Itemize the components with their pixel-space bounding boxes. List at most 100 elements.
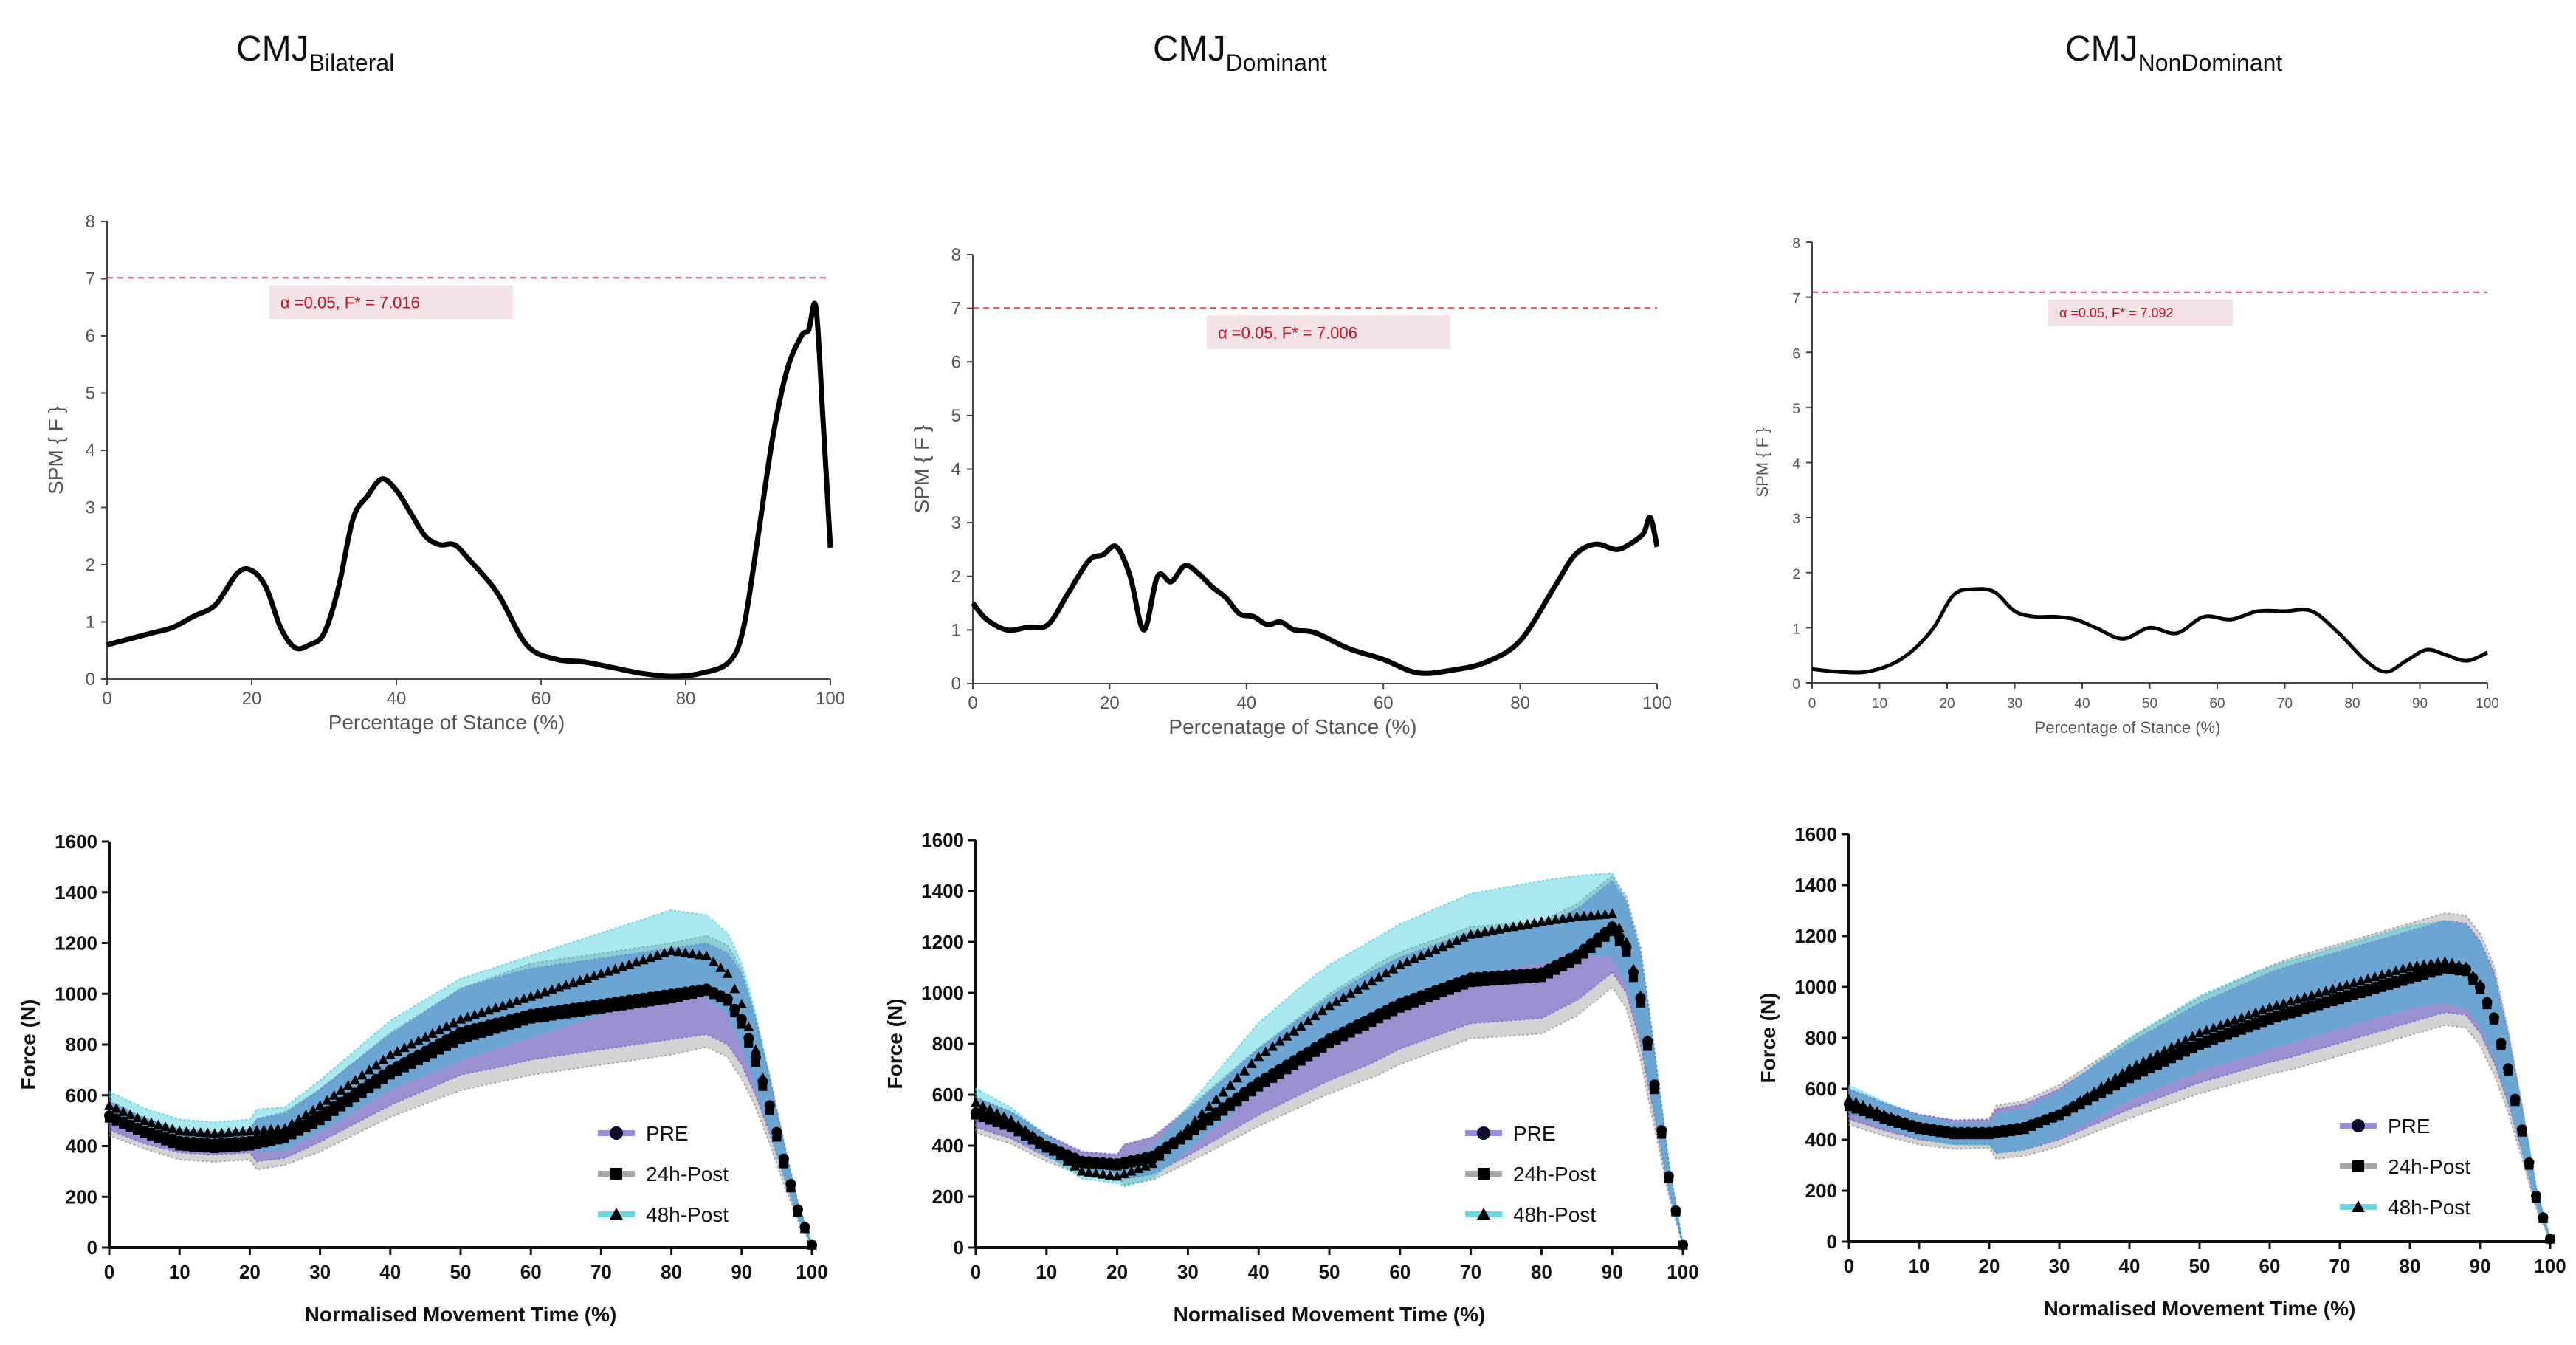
y-tick-label: 6 xyxy=(86,326,95,346)
data-point xyxy=(258,1124,269,1135)
data-point xyxy=(2496,1037,2507,1048)
y-tick-label: 1200 xyxy=(1794,925,1837,947)
data-point xyxy=(2145,1052,2156,1062)
data-point xyxy=(1599,926,1611,938)
data-point xyxy=(378,1054,389,1064)
title-nondominant: CMJNonDominant xyxy=(2065,30,2282,76)
data-point xyxy=(1593,909,1604,920)
x-tick-label: 100 xyxy=(2534,1255,2566,1277)
data-point xyxy=(2545,1234,2555,1245)
data-point xyxy=(977,1101,988,1111)
y-tick-label: 1000 xyxy=(921,982,964,1004)
y-tick-label: 800 xyxy=(932,1033,964,1055)
data-point xyxy=(2475,982,2485,992)
y-tick-label: 0 xyxy=(87,1236,97,1259)
x-tick-label: 40 xyxy=(379,1261,401,1283)
x-tick-label: 100 xyxy=(796,1261,827,1283)
x-tick-label: 20 xyxy=(1106,1261,1128,1283)
sd-band-pre xyxy=(1848,920,2551,1240)
data-point xyxy=(750,1052,761,1063)
data-point xyxy=(729,983,740,994)
data-point xyxy=(328,1090,340,1100)
y-tick-label: 1000 xyxy=(1794,976,1837,998)
x-tick-label: 20 xyxy=(242,689,262,709)
data-point xyxy=(673,946,684,957)
x-tick-label: 20 xyxy=(1979,1255,2000,1277)
data-point xyxy=(399,1042,410,1053)
data-point xyxy=(736,999,747,1008)
data-point xyxy=(2482,997,2493,1008)
data-point xyxy=(385,1049,396,1059)
x-tick-label: 50 xyxy=(2189,1255,2211,1277)
x-tick-label: 0 xyxy=(102,689,111,709)
data-point xyxy=(336,1084,347,1095)
data-point xyxy=(2503,1063,2513,1074)
legend: PRE 24h-Post 48h-Post xyxy=(598,1122,729,1226)
data-point xyxy=(715,962,726,972)
threshold-label-box xyxy=(1207,315,1450,350)
y-tick-label: 200 xyxy=(1805,1180,1837,1202)
data-point xyxy=(1536,916,1547,926)
data-point xyxy=(1147,1158,1158,1169)
x-tick-label: 80 xyxy=(2400,1255,2421,1277)
y-tick-label: 1 xyxy=(951,620,961,640)
data-point xyxy=(666,945,677,955)
x-tick-label: 0 xyxy=(1808,696,1816,712)
x-tick-label: 70 xyxy=(2329,1255,2351,1277)
legend-marker xyxy=(1477,1208,1490,1220)
y-axis-label: SPM { F } xyxy=(1753,427,1771,497)
data-point xyxy=(272,1124,283,1134)
x-tick-label: 60 xyxy=(531,689,551,709)
x-tick-label: 50 xyxy=(450,1261,472,1283)
data-point xyxy=(118,1106,129,1116)
data-point xyxy=(125,1109,136,1119)
data-point xyxy=(2138,1056,2149,1066)
legend-marker xyxy=(1478,1168,1490,1180)
y-tick-label: 3 xyxy=(86,498,95,518)
x-tick-label: 100 xyxy=(1667,1261,1698,1283)
data-point xyxy=(2152,1049,2163,1059)
data-point xyxy=(743,1033,754,1044)
title-bilateral: CMJBilateral xyxy=(236,30,394,76)
data-point xyxy=(1324,1000,1335,1011)
x-tick-label: 100 xyxy=(2476,696,2499,712)
data-point xyxy=(778,1153,789,1164)
data-point xyxy=(1430,944,1441,954)
x-tick-label: 40 xyxy=(2119,1255,2141,1277)
data-point xyxy=(708,956,719,966)
x-tick-label: 60 xyxy=(1389,1261,1411,1283)
data-point xyxy=(757,1076,768,1087)
data-point xyxy=(2215,1019,2226,1030)
data-point xyxy=(1380,968,1391,978)
x-tick-label: 0 xyxy=(968,693,977,713)
x-tick-label: 40 xyxy=(2074,696,2090,712)
data-point xyxy=(1133,1163,1144,1174)
data-point xyxy=(357,1070,368,1080)
data-point xyxy=(1614,932,1625,943)
data-point xyxy=(2229,1014,2240,1025)
y-axis-label: Force (N) xyxy=(884,999,906,1090)
data-point xyxy=(167,1124,178,1134)
data-point xyxy=(1253,1051,1264,1062)
data-point xyxy=(2173,1038,2184,1048)
x-tick-label: 30 xyxy=(1177,1261,1199,1283)
y-tick-label: 0 xyxy=(86,670,95,689)
data-point xyxy=(2489,1012,2499,1023)
y-tick-label: 0 xyxy=(954,1236,964,1259)
y-axis-label: SPM { F } xyxy=(44,406,67,495)
data-point xyxy=(792,1204,803,1215)
data-point xyxy=(2194,1028,2205,1038)
y-axis-label: Force (N) xyxy=(1757,993,1780,1084)
data-point xyxy=(160,1121,171,1132)
data-point xyxy=(2166,1042,2177,1052)
data-point xyxy=(1444,938,1455,949)
x-tick-label: 80 xyxy=(676,689,696,709)
series-pre-markers xyxy=(1844,961,2555,1245)
data-point xyxy=(244,1125,255,1135)
y-tick-label: 6 xyxy=(1792,346,1800,362)
data-point xyxy=(2425,958,2436,969)
x-axis-label: Percentage of Stance (%) xyxy=(2035,718,2221,737)
x-tick-label: 50 xyxy=(2142,696,2157,712)
